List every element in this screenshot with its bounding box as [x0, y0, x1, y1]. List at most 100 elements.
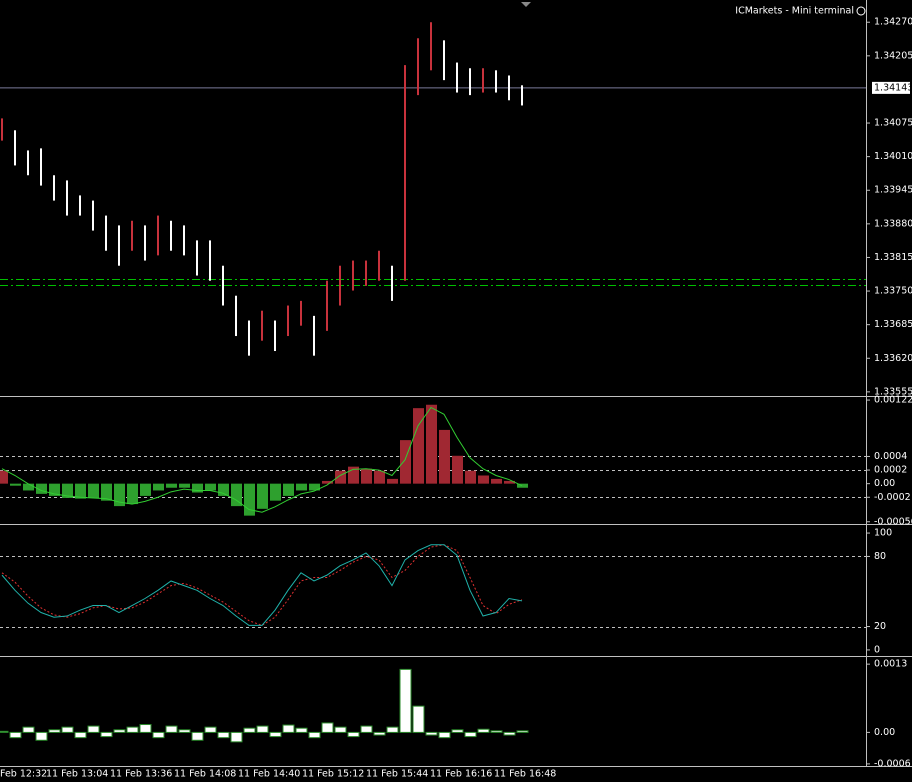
- macd-bar: [75, 483, 86, 499]
- hist-bar: [48, 729, 61, 733]
- hist-bar: [100, 731, 113, 738]
- hist-bar: [243, 727, 256, 733]
- hist-bar: [438, 731, 451, 739]
- hist-bar: [295, 727, 308, 733]
- macd-bar: [309, 483, 320, 491]
- y-tick-label: 1.33815: [874, 252, 912, 263]
- macd-bar: [426, 404, 437, 484]
- hist-bar: [334, 726, 347, 733]
- macd-bar: [140, 483, 151, 496]
- smiley-icon: [856, 6, 866, 16]
- macd-bar: [179, 483, 190, 488]
- time-label: 11 Feb 13:04: [46, 769, 108, 780]
- y-tick-label: 0.0004: [874, 451, 907, 462]
- y-tick-label: 0.001229: [874, 395, 912, 406]
- macd-bar: [374, 470, 385, 484]
- y-tick-label: 1.34205: [874, 50, 912, 61]
- stoch-main-line: [1, 544, 523, 626]
- y-tick-label: 20: [874, 621, 886, 632]
- hist-bar: [412, 705, 425, 733]
- macd-bar: [23, 483, 34, 491]
- y-tick-label: 100: [874, 528, 892, 539]
- hist-bar: [256, 725, 269, 733]
- macd-bar: [88, 483, 99, 498]
- hist-bar: [22, 726, 35, 733]
- hist-bar: [74, 731, 87, 739]
- hist-bar: [490, 730, 503, 733]
- time-label: 11 Feb 16:48: [494, 769, 556, 780]
- macd-bar: [491, 478, 502, 484]
- hist-bar: [191, 731, 204, 741]
- macd-bar: [114, 483, 125, 507]
- hist-bar: [178, 729, 191, 733]
- macd-signal-line: [1, 406, 523, 513]
- time-label: 11 Feb 14:40: [238, 769, 300, 780]
- current-price-label: 1.34143: [874, 82, 912, 93]
- macd-bar: [62, 483, 73, 498]
- macd-bar: [439, 429, 450, 484]
- y-tick-label: -0.00056: [874, 516, 912, 527]
- y-tick-label: 1.33880: [874, 218, 912, 229]
- macd-bar: [205, 483, 216, 491]
- hist-bar: [204, 726, 217, 733]
- time-label: 11 Feb 15:44: [366, 769, 428, 780]
- current-price-box: [872, 81, 910, 94]
- hist-bar: [360, 725, 373, 733]
- y-tick-label: 1.33555: [874, 386, 912, 397]
- time-label: Feb 12:32: [0, 769, 47, 780]
- macd-bar: [465, 470, 476, 484]
- macd-bar: [166, 483, 177, 488]
- hist-bar: [152, 731, 165, 739]
- y-tick-label: 0.0013: [874, 659, 907, 670]
- macd-bar: [283, 483, 294, 496]
- macd-bar: [413, 408, 424, 484]
- hist-bar: [217, 731, 230, 739]
- hist-bar: [451, 729, 464, 733]
- macd-bar: [517, 483, 528, 488]
- macd-bar: [36, 483, 47, 494]
- macd-bar: [218, 483, 229, 496]
- macd-bar: [231, 483, 242, 507]
- hist-bar: [503, 731, 516, 736]
- macd-bar: [127, 483, 138, 505]
- hist-bar: [9, 731, 22, 739]
- y-tick-label: 0.0002: [874, 465, 907, 476]
- hist-bar: [269, 731, 282, 738]
- macd-bar: [387, 478, 398, 484]
- macd-bar: [361, 468, 372, 484]
- y-tick-label: 0.00: [874, 727, 895, 738]
- y-tick-label: 0: [874, 644, 880, 655]
- macd-bar: [257, 483, 268, 509]
- hist-bar: [126, 726, 139, 733]
- hist-bar: [477, 728, 490, 733]
- time-label: 11 Feb 13:36: [110, 769, 172, 780]
- hist-bar: [87, 725, 100, 733]
- hist-bar: [321, 722, 334, 733]
- y-tick-label: -0.0006: [874, 758, 911, 769]
- y-tick-label: -0.0002: [874, 492, 911, 503]
- y-tick-label: 1.33685: [874, 319, 912, 330]
- shift-marker: [521, 2, 531, 7]
- time-label: 11 Feb 15:12: [302, 769, 364, 780]
- hist-bar: [0, 730, 9, 733]
- hist-bar: [308, 731, 321, 739]
- y-tick-label: 1.34075: [874, 118, 912, 129]
- y-tick-label: 1.33750: [874, 286, 912, 297]
- hist-bar: [282, 724, 295, 733]
- hist-bar: [347, 731, 360, 738]
- hist-bar: [230, 731, 243, 743]
- macd-bar: [504, 480, 515, 484]
- y-tick-label: 80: [874, 551, 886, 562]
- macd-bar: [0, 470, 8, 484]
- hist-bar: [425, 731, 438, 736]
- macd-bar: [270, 483, 281, 501]
- macd-bar: [49, 483, 60, 496]
- hist-bar: [61, 726, 74, 733]
- hist-bar: [516, 730, 529, 733]
- macd-bar: [101, 483, 112, 501]
- macd-bar: [153, 483, 164, 491]
- hist-bar: [113, 729, 126, 733]
- terminal-title: ICMarkets - Mini terminal: [735, 6, 854, 17]
